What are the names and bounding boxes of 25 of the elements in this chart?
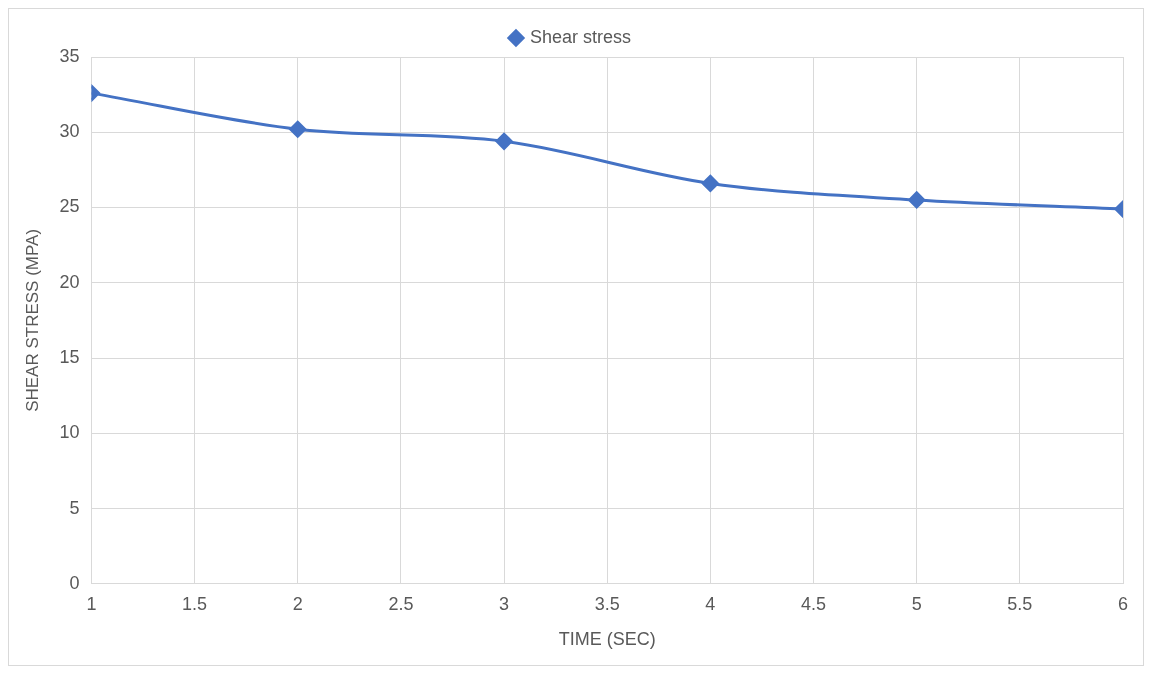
y-tick-label: 5 — [69, 497, 80, 518]
x-tick-label: 3 — [499, 593, 510, 614]
y-tick-label: 25 — [59, 196, 80, 217]
y-tick-label: 15 — [59, 347, 80, 367]
x-tick-label: 3.5 — [594, 593, 620, 614]
x-tick-label: 1.5 — [182, 593, 208, 614]
x-tick-label: 2.5 — [388, 593, 414, 614]
x-tick-label: 5 — [911, 593, 922, 614]
x-tick-label: 5.5 — [1007, 593, 1033, 614]
y-axis-title: SHEAR STRESS (MPA) — [22, 228, 42, 412]
x-tick-label: 6 — [1117, 593, 1129, 614]
point — [495, 132, 513, 150]
y-tick-label: 0 — [69, 572, 80, 593]
y-tick-label: 10 — [59, 422, 80, 443]
y-tick-label: 30 — [59, 121, 80, 142]
point — [289, 120, 307, 138]
y-tick-label: 35 — [59, 45, 80, 66]
legend-label: Shear stress — [529, 26, 632, 47]
y-tick-label: 20 — [59, 271, 80, 292]
x-axis-title: TIME (SEC) — [558, 629, 656, 650]
point — [701, 174, 719, 192]
x-tick-label: 2 — [292, 593, 303, 614]
x-tick-label: 4.5 — [801, 593, 827, 614]
x-tick-label: 4 — [705, 593, 716, 614]
x-tick-label: 1 — [86, 593, 97, 614]
